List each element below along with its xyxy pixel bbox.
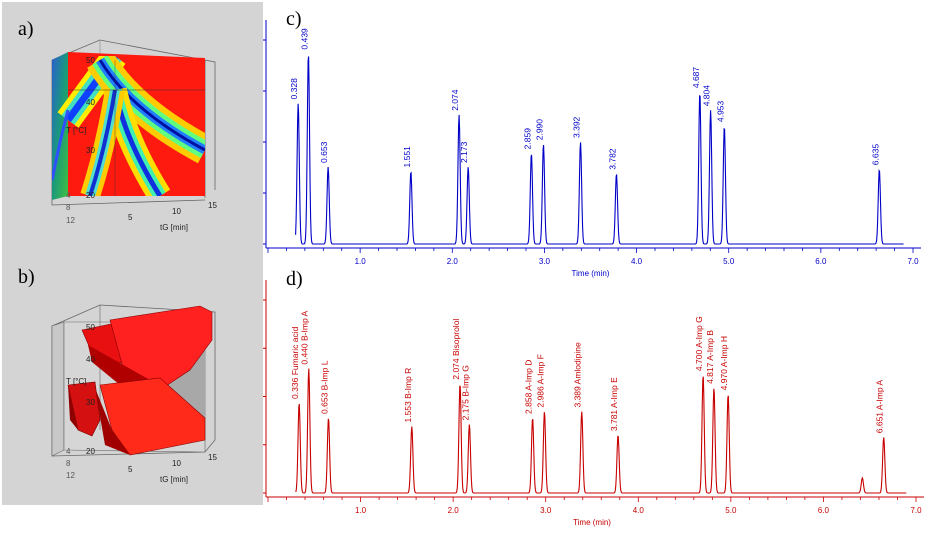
chart-c-peak-label: 1.551 [402,146,412,168]
chart-d-peak-label: 6.651 A-Imp A [875,380,885,434]
chart-d-x-axis-label: Time (min) [573,518,611,527]
chart-d-x-tick-label: 5.0 [725,506,737,515]
chart-d-peak-label: 4.700 A-Imp G [694,316,704,371]
panel-b-label: b) [18,266,35,288]
chart-c-x-tick-label: 7.0 [907,257,919,266]
chart-c-peak-label: 4.804 [702,85,712,107]
chart-d-peak-label: 4.970 A-Imp H [719,336,729,390]
chart-c-x-tick-label: 6.0 [815,257,827,266]
chart-d-peak-label: 3.781 A-Imp E [609,377,619,431]
chart-c-peak-label: 3.392 [572,116,582,138]
chart-d-peak-label: 0.336 Fumaric acid [290,326,300,399]
panel-a-label: a) [18,18,34,40]
chart-d-peak-label: 2.858 A-Imp D [524,360,534,414]
chart-c-peak-label: 6.635 [870,144,880,166]
chart-d-x-tick-label: 2.0 [448,506,460,515]
chart-c-peak-label: 0.328 [289,78,299,100]
chart-d-x-tick-label: 7.0 [910,506,922,515]
chart-c-peak-label: 2.859 [522,128,532,150]
chart-c-peak-label: 3.782 [607,148,617,170]
chart-d-peak-label: 0.440 B-Imp A [300,310,310,364]
chart-c-x-tick-label: 2.0 [447,257,459,266]
chart-d-x-tick-label: 4.0 [633,506,645,515]
chart-c-trace [295,56,904,245]
chart-c-peak-label: 2.074 [450,89,460,111]
chart-c-x-tick-label: 3.0 [539,257,551,266]
left-panel-background [2,2,263,505]
chart-d-peak-label: 2.074 Bisoprolol [451,319,461,380]
panel-c-label: c) [286,8,302,30]
chart-c-x-tick-label: 5.0 [723,257,735,266]
chart-c-x-axis-label: Time (min) [572,269,610,278]
chart-d-x-tick-label: 1.0 [355,506,367,515]
chart-d-peak-label: 1.553 B-Imp R [403,368,413,423]
chart-d-x-tick-label: 6.0 [818,506,830,515]
chart-d-x-tick-label: 3.0 [540,506,552,515]
chart-c-peak-label: 4.687 [691,67,701,89]
chart-c-peak-label: 2.990 [535,119,545,141]
chart-d-peak-label: 2.986 A-Imp F [535,354,545,407]
chart-c-x-tick-label: 1.0 [355,257,367,266]
chart-d-peak-label: 2.175 B-Imp G [460,365,470,420]
chart-c-peak-label: 0.653 [319,141,329,163]
chart-d-peak-label: 3.389 Amlodipine [573,342,583,407]
chart-d-trace [295,368,907,494]
chart-d-peak-label: 4.817 A-Imp B [705,330,715,384]
chart-c-peak-label: 0.439 [299,28,309,50]
panel-d-label: d) [286,268,303,290]
chart-c-peak-label: 2.173 [459,141,469,163]
chart-d-peak-label: 0.653 B-Imp L [319,360,329,414]
chart-c-x-tick-label: 4.0 [631,257,643,266]
chart-c-peak-label: 4.953 [715,101,725,123]
